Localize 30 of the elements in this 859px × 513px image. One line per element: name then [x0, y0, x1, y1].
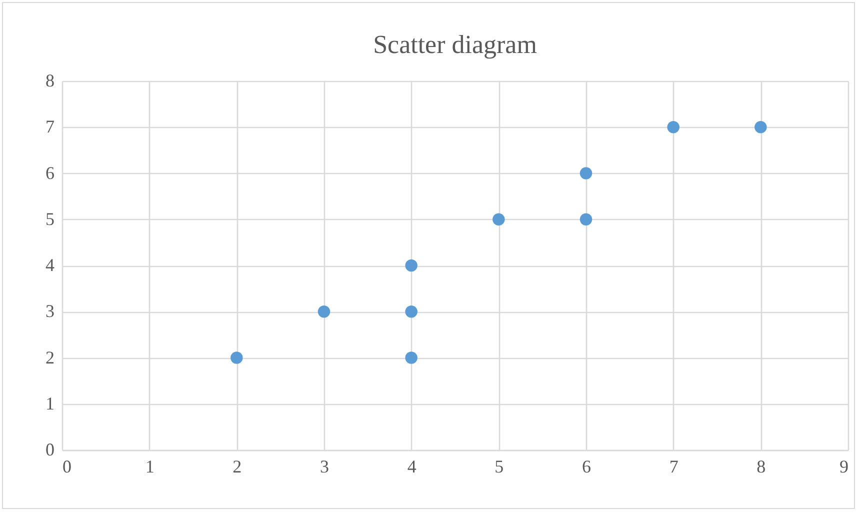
chart-title: Scatter diagram — [373, 30, 537, 59]
point — [230, 352, 243, 364]
x-tick-label: 8 — [756, 456, 766, 476]
point — [492, 213, 505, 226]
point — [405, 306, 418, 318]
y-tick-label: 2 — [46, 347, 54, 368]
point — [667, 121, 680, 134]
x-tick-label: 4 — [407, 456, 416, 476]
y-tick-label: 3 — [46, 301, 54, 322]
y-tick-label: 6 — [46, 162, 54, 183]
point — [318, 306, 330, 318]
y-tick-label: 8 — [46, 70, 54, 90]
y-tick-label: 7 — [46, 116, 54, 137]
x-tick-label: 1 — [145, 456, 154, 476]
point — [405, 259, 418, 272]
y-tick-label: 0 — [46, 440, 54, 460]
y-tick-label: 1 — [46, 393, 54, 414]
point — [754, 121, 767, 134]
x-tick-label: 0 — [62, 456, 72, 476]
point — [580, 213, 592, 226]
x-tick-label: 5 — [494, 456, 504, 476]
x-tick-label: 6 — [582, 456, 591, 476]
x-tick-label: 3 — [320, 456, 329, 476]
y-tick-label: 5 — [46, 208, 54, 229]
point — [580, 167, 592, 180]
x-tick-label: 2 — [232, 456, 242, 476]
x-tick-label: 9 — [840, 456, 848, 476]
y-tick-label: 4 — [46, 255, 54, 275]
x-tick-label: 7 — [669, 456, 678, 476]
point — [405, 352, 418, 364]
